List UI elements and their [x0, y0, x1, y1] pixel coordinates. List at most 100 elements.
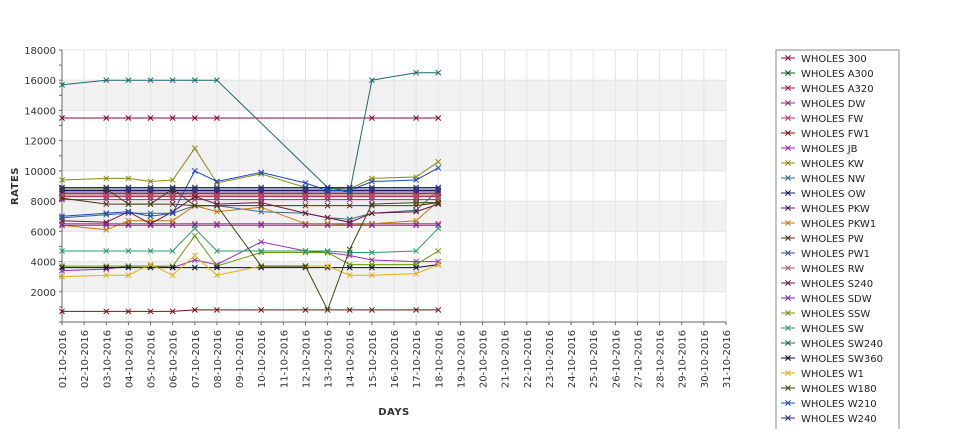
legend-marker: [785, 235, 791, 241]
data-point-marker: [191, 252, 198, 259]
data-point-marker: [103, 222, 110, 229]
x-tick-label: 27-10-2016: [633, 330, 644, 388]
data-point-marker: [368, 257, 375, 263]
data-point-marker: [125, 192, 132, 199]
data-point-marker: [324, 214, 331, 221]
x-tick-label: 16-10-2016: [390, 330, 401, 388]
legend-label: WHOLES S240: [801, 279, 873, 290]
chart-legend: WHOLES 300 WHOLES A300 WHOLES A320 WHOLES D…: [775, 49, 900, 432]
data-point-marker: [191, 184, 198, 191]
data-point-marker: [346, 272, 353, 279]
legend-label: WHOLES SW360: [801, 354, 883, 365]
x-tick-label: 28-10-2016: [656, 330, 667, 388]
data-point-marker: [169, 222, 176, 229]
data-point-marker: [169, 217, 176, 224]
data-point-marker: [169, 210, 176, 217]
data-point-marker: [258, 169, 265, 176]
data-point-marker: [191, 257, 198, 263]
data-point-marker: [147, 261, 154, 268]
legend-marker: [785, 400, 791, 406]
data-point-marker: [258, 306, 265, 313]
x-tick-label: 29-10-2016: [678, 330, 689, 388]
data-point-marker: [103, 210, 110, 217]
data-point-marker: [103, 226, 110, 233]
data-point-marker: [368, 178, 375, 185]
legend-item: WHOLES SDW: [781, 294, 872, 305]
data-point-marker: [258, 170, 265, 177]
legend-item: WHOLES W1: [781, 369, 864, 380]
legend-marker: [785, 355, 791, 361]
legend-item: WHOLES A320: [781, 84, 874, 95]
legend-item: WHOLES 300: [781, 54, 867, 65]
legend-label: WHOLES A300: [801, 69, 874, 80]
data-point-marker: [413, 69, 420, 76]
legend-item: WHOLES DW: [781, 99, 865, 110]
data-point-marker: [103, 175, 110, 182]
data-point-marker: [59, 192, 65, 199]
data-point-marker: [368, 210, 375, 217]
x-tick-label: 03-10-2016: [102, 330, 113, 388]
data-point-marker: [435, 306, 442, 313]
data-point-marker: [103, 308, 110, 315]
data-point-marker: [147, 192, 154, 199]
x-tick-label: 10-10-2016: [257, 330, 268, 388]
data-point-marker: [103, 201, 110, 208]
data-point-marker: [103, 196, 110, 203]
data-point-marker: [147, 213, 154, 220]
data-point-marker: [413, 184, 420, 191]
legend-label: WHOLES SW: [801, 324, 864, 335]
x-tick-label: 17-10-2016: [412, 330, 423, 388]
data-point-marker: [169, 248, 176, 254]
data-point-marker: [147, 201, 154, 208]
legend-marker: [785, 295, 791, 301]
legend-marker: [785, 385, 791, 391]
data-point-marker: [213, 184, 220, 191]
legend-label: WHOLES JB: [801, 144, 858, 155]
y-tick-labels: 2000 4000 6000 8000 10000 12000 14000 16000 1800…: [24, 46, 56, 299]
data-point-marker: [213, 178, 220, 185]
legend-marker: [785, 190, 791, 196]
data-point-marker: [324, 192, 331, 199]
legend-label: WHOLES W1: [801, 369, 864, 380]
data-point-marker: [258, 208, 265, 215]
series-wholes-fw1: [59, 306, 442, 315]
y-tick-label: 18000: [24, 46, 56, 57]
data-point-marker: [169, 184, 176, 191]
legend-item: WHOLES A300: [781, 69, 874, 80]
data-point-marker: [147, 248, 154, 254]
legend-item: WHOLES PKW1: [781, 219, 876, 230]
data-point-marker: [147, 178, 154, 185]
series-wholes-sw360: [59, 261, 442, 271]
legend-label: WHOLES RW: [801, 264, 864, 275]
data-point-marker: [59, 264, 65, 271]
legend-label: WHOLES 300: [801, 54, 867, 65]
data-point-marker: [413, 306, 420, 313]
legend-item: WHOLES SSW: [781, 309, 870, 320]
data-point-marker: [213, 115, 220, 121]
data-point-marker: [435, 192, 442, 199]
data-point-marker: [191, 77, 198, 84]
y-tick-label: 8000: [31, 197, 56, 208]
data-point-marker: [302, 180, 309, 186]
series-line: [61, 167, 439, 217]
data-point-marker: [191, 115, 198, 121]
legend-item: WHOLES W210: [781, 399, 877, 410]
data-point-marker: [324, 248, 331, 254]
legend-item: WHOLES FW: [781, 114, 863, 125]
legend-item: WHOLES W240: [781, 414, 877, 425]
data-point-marker: [147, 308, 154, 315]
data-point-marker: [147, 222, 154, 229]
y-tick-label: 6000: [31, 227, 56, 238]
data-point-marker: [213, 202, 220, 209]
legend-label: WHOLES KW: [801, 159, 864, 170]
data-point-marker: [169, 272, 176, 279]
data-point-marker: [413, 115, 420, 121]
data-point-marker: [125, 272, 132, 279]
data-point-marker: [103, 115, 110, 121]
data-point-marker: [302, 184, 309, 191]
x-tick-label: 30-10-2016: [700, 330, 711, 388]
x-tick-label: 02-10-2016: [80, 330, 91, 388]
data-point-marker: [435, 199, 442, 206]
data-point-marker: [103, 264, 110, 271]
